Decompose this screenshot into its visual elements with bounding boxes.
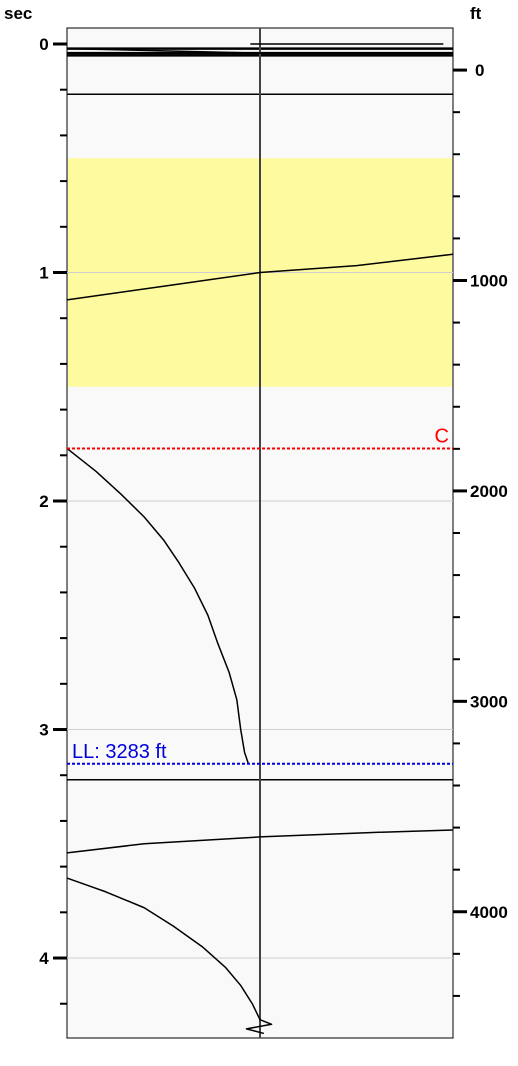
right-tick-label: 2000	[470, 482, 508, 501]
left-axis: 0 1 2 3 4	[39, 35, 67, 1005]
left-tick-label: 3	[39, 721, 48, 740]
left-tick-label: 2	[39, 492, 48, 511]
series-line	[66, 829, 454, 854]
right-tick-label: 3000	[470, 692, 508, 711]
marker-layer: C LL: 3283 ft	[67, 425, 453, 765]
series-line	[66, 877, 273, 1035]
left-tick-label: 4	[39, 949, 49, 968]
right-axis: 0 1000 2000 3000 4000	[453, 61, 508, 997]
right-tick-label: 1000	[470, 272, 508, 291]
left-axis-title: sec	[4, 4, 32, 23]
marker-label: C	[435, 425, 449, 447]
series-line	[66, 47, 446, 54]
marker-label: LL: 3283 ft	[72, 741, 167, 763]
series-line	[66, 447, 250, 765]
series-line	[66, 253, 454, 301]
right-tick-label: 0	[475, 61, 484, 80]
right-axis-title: ft	[470, 4, 482, 23]
left-tick-label: 1	[39, 264, 48, 283]
right-tick-label: 4000	[470, 903, 508, 922]
left-tick-label: 0	[39, 35, 48, 54]
series-layer	[66, 43, 454, 1035]
